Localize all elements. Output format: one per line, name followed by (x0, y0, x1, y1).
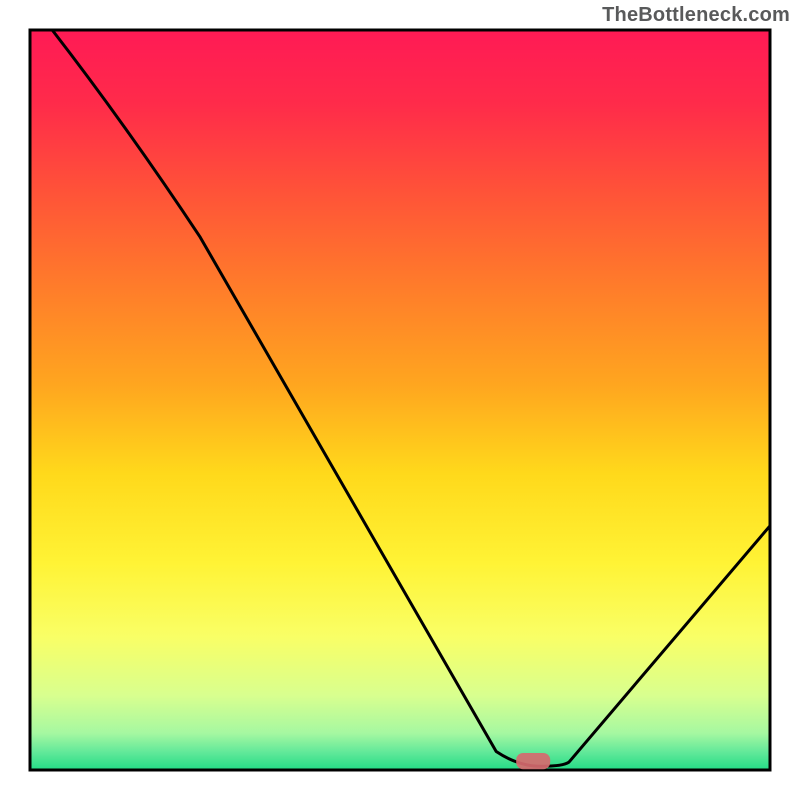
plot-background (30, 30, 770, 770)
chart-stage: TheBottleneck.com (0, 0, 800, 800)
bottleneck-chart (0, 0, 800, 800)
optimal-marker (516, 753, 550, 769)
